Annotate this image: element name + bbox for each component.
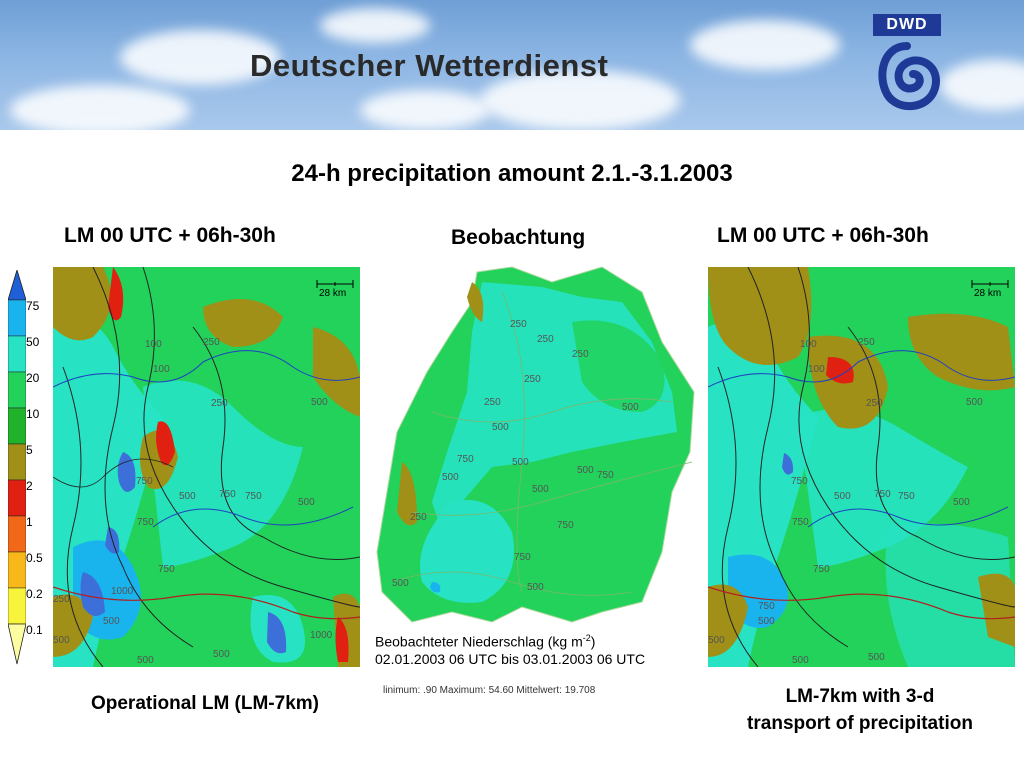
right-caption-line1: LM-7km with 3-d — [785, 686, 935, 707]
page-title: 24-h precipitation amount 2.1.-3.1.2003 — [291, 160, 733, 187]
legend-tick: 0.2 — [26, 587, 43, 601]
contour-label: 500 — [834, 491, 851, 502]
contour-label: 500 — [213, 649, 230, 660]
center-panel-label: Beobachtung — [451, 226, 586, 249]
precipitation-legend: 75 50 20 10 5 2 1 0.5 0.2 0.1 — [8, 270, 53, 670]
contour-label: 250 — [203, 337, 220, 348]
contour-label: 250 — [211, 398, 228, 409]
left-panel-label: LM 00 UTC + 06h-30h — [64, 224, 276, 247]
contour-label: 500 — [622, 402, 639, 413]
banner-title: Deutscher Wetterdienst — [250, 48, 609, 83]
contour-label: 500 — [53, 635, 70, 646]
obs-stats: linimum: .90 Maximum: 54.60 Mittelwert: … — [383, 685, 596, 696]
contour-label: 500 — [708, 635, 725, 646]
contour-label: 500 — [512, 457, 529, 468]
contour-label: 500 — [179, 491, 196, 502]
contour-label: 100 — [800, 339, 817, 350]
obs-title: Beobachteter Niederschlag (kg m-2) — [375, 633, 595, 650]
legend-tick: 20 — [26, 371, 40, 385]
contour-label: 750 — [245, 491, 262, 502]
contour-label: 1000 — [310, 630, 333, 641]
legend-tick: 0.5 — [26, 551, 43, 565]
contour-label: 500 — [492, 422, 509, 433]
contour-label: 500 — [442, 472, 459, 483]
contour-label: 500 — [577, 465, 594, 476]
contour-label: 750 — [219, 489, 236, 500]
contour-label: 500 — [103, 616, 120, 627]
contour-label: 750 — [813, 564, 830, 575]
contour-label: 250 — [858, 337, 875, 348]
contour-label: 100 — [808, 364, 825, 375]
contour-label: 500 — [137, 655, 154, 666]
contour-label: 250 — [537, 334, 554, 345]
legend-tick: 10 — [26, 407, 40, 421]
dwd-banner: Deutscher Wetterdienst DWD — [0, 0, 1024, 130]
contour-label: 750 — [514, 552, 531, 563]
contour-label: 250 — [524, 374, 541, 385]
contour-label: 500 — [868, 652, 885, 663]
obs-unit-exponent: -2 — [582, 633, 591, 643]
contour-label: 250 — [53, 594, 70, 605]
contour-label: 750 — [457, 454, 474, 465]
contour-label: 500 — [392, 578, 409, 589]
contour-label: 250 — [866, 398, 883, 409]
legend-tick: 50 — [26, 335, 40, 349]
contour-label: 100 — [145, 339, 162, 350]
legend-colorbar — [8, 270, 26, 665]
obs-title-text: Beobachteter Niederschlag (kg m — [375, 633, 583, 650]
observation-map-graphic — [376, 266, 695, 623]
legend-tick: 2 — [26, 479, 33, 493]
observation-map: 250 250 250 250 250 500 750 500 500 500 … — [372, 262, 700, 644]
dwd-logo: DWD — [873, 14, 941, 114]
contour-label: 750 — [792, 517, 809, 528]
contour-label: 500 — [792, 655, 809, 666]
legend-tick: 5 — [26, 443, 33, 457]
dwd-swirl-icon — [878, 42, 940, 111]
right-panel-label: LM 00 UTC + 06h-30h — [717, 224, 929, 247]
obs-period: 02.01.2003 06 UTC bis 03.01.2003 06 UTC — [375, 651, 646, 667]
left-caption: Operational LM (LM-7km) — [90, 693, 319, 714]
right-scale-bar — [971, 280, 1009, 288]
obs-title-end: ) — [590, 633, 596, 650]
contour-label: 750 — [597, 470, 614, 481]
legend-tick: 75 — [26, 299, 40, 313]
contour-label: 500 — [953, 497, 970, 508]
contour-label: 1000 — [111, 586, 134, 597]
contour-label: 500 — [311, 397, 328, 408]
contour-label: 750 — [874, 489, 891, 500]
contour-label: 500 — [758, 616, 775, 627]
contour-label: 750 — [791, 476, 808, 487]
left-map-graphic — [53, 267, 360, 667]
contour-label: 500 — [966, 397, 983, 408]
legend-tick: 0.1 — [26, 623, 43, 637]
left-map-scale: 28 km — [319, 288, 347, 299]
contour-label: 750 — [758, 601, 775, 612]
contour-label: 750 — [898, 491, 915, 502]
contour-label: 500 — [298, 497, 315, 508]
contour-label: 750 — [557, 520, 574, 531]
legend-tick: 1 — [26, 515, 33, 529]
contour-label: 250 — [510, 319, 527, 330]
contour-label: 250 — [484, 397, 501, 408]
left-scale-bar — [316, 280, 354, 288]
contour-label: 500 — [527, 582, 544, 593]
contour-label: 500 — [532, 484, 549, 495]
right-map-scale: 28 km — [974, 288, 1002, 299]
right-map-graphic — [708, 267, 1015, 667]
right-caption: LM-7km with 3-d transport of precipitati… — [710, 683, 1010, 737]
left-model-map: 28 km 100 250 100 250 500 750 500 750 75… — [53, 267, 360, 667]
contour-label: 100 — [153, 364, 170, 375]
logo-text: DWD — [873, 14, 941, 36]
right-model-map: 28 km 100 250 100 250 500 750 500 750 75… — [708, 267, 1015, 667]
contour-label: 250 — [572, 349, 589, 360]
contour-label: 750 — [136, 476, 153, 487]
right-caption-line2: transport of precipitation — [747, 713, 973, 734]
contour-label: 250 — [410, 512, 427, 523]
contour-label: 750 — [137, 517, 154, 528]
contour-label: 750 — [158, 564, 175, 575]
